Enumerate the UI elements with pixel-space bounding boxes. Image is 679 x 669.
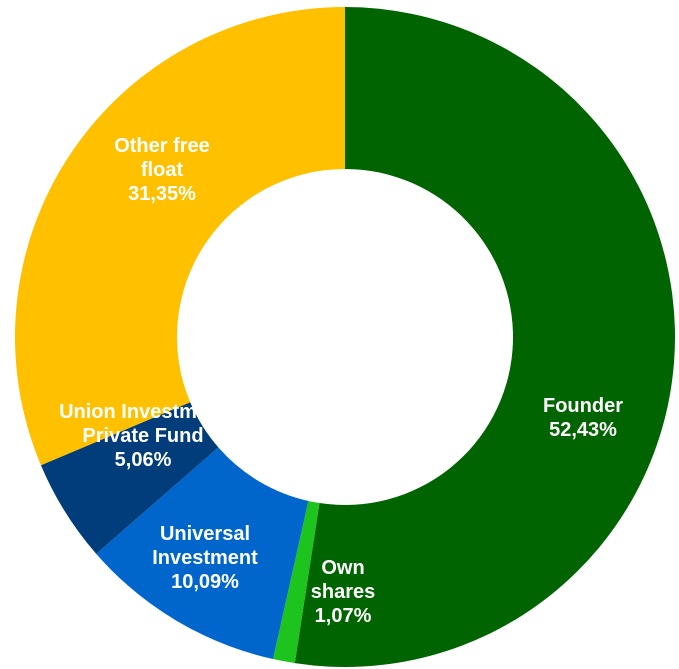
category-label: Own shares [310,557,376,603]
category-label: Union Investment Private Fund [59,401,227,447]
slice-label: Union Investment Private Fund 5,06% [53,400,233,472]
slice-label: Own shares 1,07% [298,556,388,628]
slice-label: Universal Investment 10,09% [125,522,285,594]
value-label: 52,43% [549,419,617,441]
slice-label: Other free float 31,35% [92,134,232,206]
category-label: Other free float [114,135,210,181]
value-label: 10,09% [171,571,239,593]
slice [96,447,309,660]
slice [15,7,346,466]
category-label: Founder [543,395,623,417]
category-label: Universal Investment [152,523,258,569]
slice [40,402,219,554]
value-label: 1,07% [314,605,372,627]
value-label: 31,35% [128,183,196,205]
slice [294,7,675,667]
slice-label: Founder 52,43% [483,394,679,442]
value-label: 5,06% [114,449,172,471]
slice [273,500,320,664]
